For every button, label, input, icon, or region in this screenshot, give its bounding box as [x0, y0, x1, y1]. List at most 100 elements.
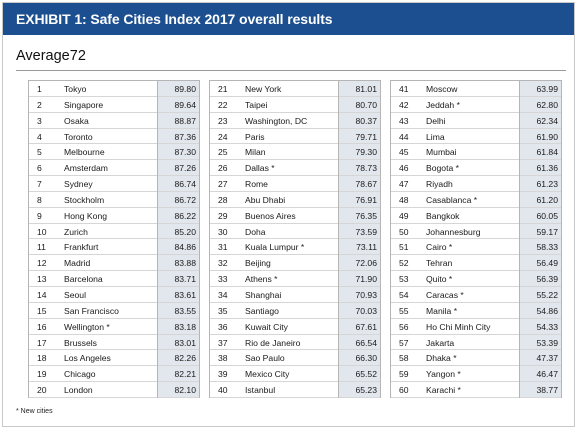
rank-number: 48 — [399, 194, 409, 205]
score-cell: 62.34 — [519, 112, 562, 128]
score-cell: 83.61 — [157, 286, 200, 302]
city-name: Delhi — [426, 115, 446, 126]
city-name: Amsterdam — [64, 163, 108, 174]
average-line: Average72 — [16, 48, 86, 64]
score-cell: 56.49 — [519, 255, 562, 271]
score-cell: 84.86 — [157, 239, 200, 255]
city-name: Cairo * — [426, 242, 453, 253]
rank-number: 7 — [37, 179, 42, 190]
city-name: Paris — [245, 131, 265, 142]
city-name: Abu Dhabi — [245, 194, 286, 205]
table-row: 5 Melbourne 87.30 — [28, 144, 200, 161]
rank-number: 60 — [399, 385, 409, 396]
score-value: 60.05 — [536, 210, 558, 221]
rank-number: 22 — [218, 99, 228, 110]
rank-number: 40 — [218, 385, 228, 396]
city-name: Frankfurt — [64, 242, 99, 253]
city-name: London — [64, 385, 93, 396]
table-row: 26 Dallas * 78.73 — [209, 160, 381, 177]
rank-number: 43 — [399, 115, 409, 126]
rank-number: 52 — [399, 258, 409, 269]
city-name: Kuala Lumpur * — [245, 242, 305, 253]
city-name: Buenos Aires — [245, 210, 296, 221]
score-value: 80.70 — [355, 99, 377, 110]
rank-number: 12 — [37, 258, 47, 269]
table-row: 45 Mumbai 61.84 — [390, 144, 562, 161]
table-row: 6 Amsterdam 87.26 — [28, 160, 200, 177]
column-rule — [209, 81, 210, 398]
exhibit-frame: EXHIBIT 1: Safe Cities Index 2017 overal… — [2, 2, 575, 427]
column-rule — [28, 81, 29, 398]
column-rule — [519, 81, 520, 398]
score-value: 85.20 — [174, 226, 196, 237]
city-name: Stockholm — [64, 194, 105, 205]
city-name: San Francisco — [64, 305, 119, 316]
city-name: Sydney — [64, 179, 93, 190]
score-cell: 59.17 — [519, 223, 562, 239]
score-value: 83.01 — [174, 337, 196, 348]
score-value: 72.06 — [355, 258, 377, 269]
city-name: Tehran — [426, 258, 453, 269]
average-label: Average — [16, 48, 70, 64]
score-cell: 73.59 — [338, 223, 381, 239]
city-name: Beijing — [245, 258, 271, 269]
table-row: 20 London 82.10 — [28, 382, 200, 398]
table-row: 60 Karachi * 38.77 — [390, 382, 562, 398]
score-value: 79.30 — [355, 147, 377, 158]
city-name: Washington, DC — [245, 115, 308, 126]
city-name: Tokyo — [64, 84, 87, 94]
score-cell: 81.01 — [338, 81, 381, 96]
rank-number: 44 — [399, 131, 409, 142]
table-row: 30 Doha 73.59 — [209, 223, 381, 240]
score-value: 56.49 — [536, 258, 558, 269]
score-cell: 85.20 — [157, 223, 200, 239]
score-cell: 67.61 — [338, 318, 381, 334]
city-name: Doha — [245, 226, 266, 237]
city-name: Mumbai — [426, 147, 457, 158]
table-row: 40 Istanbul 65.23 — [209, 382, 381, 398]
city-name: Zurich — [64, 226, 88, 237]
table-row: 50 Johannesburg 59.17 — [390, 223, 562, 240]
city-name: Osaka — [64, 115, 89, 126]
rank-number: 20 — [37, 385, 47, 396]
table-row: 1 Tokyo 89.80 — [28, 81, 200, 97]
score-value: 56.39 — [536, 274, 558, 285]
rank-number: 56 — [399, 321, 409, 332]
score-value: 79.71 — [355, 131, 377, 142]
rank-number: 6 — [37, 163, 42, 174]
score-value: 63.99 — [536, 84, 558, 94]
score-cell: 89.64 — [157, 96, 200, 112]
score-value: 46.47 — [536, 369, 558, 380]
table-row: 16 Wellington * 83.18 — [28, 318, 200, 335]
table-row: 22 Taipei 80.70 — [209, 96, 381, 113]
score-cell: 65.23 — [338, 382, 381, 397]
table-row: 24 Paris 79.71 — [209, 128, 381, 145]
rank-column-2: 21 New York 81.01 22 Taipei 80.70 23 Washington… — [209, 80, 381, 398]
table-row: 28 Abu Dhabi 76.91 — [209, 191, 381, 208]
score-cell: 71.90 — [338, 271, 381, 286]
score-cell: 83.55 — [157, 302, 200, 318]
table-row: 13 Barcelona 83.71 — [28, 271, 200, 287]
score-cell: 47.37 — [519, 350, 562, 366]
city-name: Caracas * — [426, 289, 464, 300]
city-name: Dhaka * — [426, 353, 457, 364]
rank-number: 57 — [399, 337, 409, 348]
table-row: 23 Washington, DC 80.37 — [209, 112, 381, 129]
table-row: 9 Hong Kong 86.22 — [28, 207, 200, 224]
score-value: 83.55 — [174, 305, 196, 316]
table-row: 11 Frankfurt 84.86 — [28, 239, 200, 256]
city-name: Riyadh — [426, 179, 453, 190]
table-row: 42 Jeddah * 62.80 — [390, 96, 562, 113]
score-value: 61.84 — [536, 147, 558, 158]
score-cell: 56.39 — [519, 271, 562, 286]
score-cell: 80.37 — [338, 112, 381, 128]
score-value: 62.34 — [536, 115, 558, 126]
score-cell: 88.87 — [157, 112, 200, 128]
score-value: 73.11 — [356, 242, 377, 253]
score-value: 47.37 — [536, 353, 558, 364]
table-row: 10 Zurich 85.20 — [28, 223, 200, 240]
city-name: Barcelona — [64, 274, 103, 285]
score-cell: 79.30 — [338, 144, 381, 160]
score-value: 86.22 — [174, 210, 196, 221]
rank-number: 54 — [399, 289, 409, 300]
